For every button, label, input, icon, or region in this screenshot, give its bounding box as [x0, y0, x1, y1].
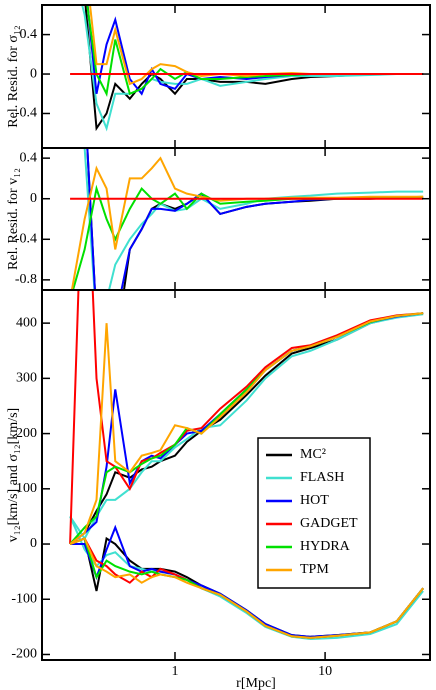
y-tick-label: -0.8 [15, 272, 37, 287]
y-tick-label: 0 [30, 191, 37, 206]
y-tick-label: 0.4 [20, 27, 38, 42]
y-tick-label: 0 [30, 66, 37, 81]
legend-label: FLASH [300, 470, 344, 485]
y-tick-label: 0 [30, 536, 37, 551]
y-tick-label: 100 [16, 481, 37, 496]
y-tick-label: 300 [16, 371, 37, 386]
series-line [81, 5, 424, 132]
y-axis-label: v₁₂[km/s] and σ₁₂[km/s] [6, 408, 21, 542]
legend-box [257, 437, 371, 589]
series-line [86, 5, 424, 96]
y-axis-label: Rel. Resid. for v₁₂ [6, 168, 21, 270]
sigma-line [69, 312, 424, 545]
legend-label: TPM [300, 562, 329, 577]
y-tick-label: 200 [16, 426, 37, 441]
y-tick-label: 400 [16, 315, 37, 330]
plot-area [69, 290, 424, 641]
legend-label: MC² [300, 447, 326, 462]
plot-area [70, 148, 424, 290]
x-axis-label: r[Mpc] [236, 676, 276, 690]
panel-frame [41, 147, 431, 291]
legend-label: HYDRA [300, 539, 351, 554]
panel-frame [41, 289, 431, 661]
series-line [70, 156, 424, 290]
sigma-line [69, 290, 424, 545]
series-line [84, 5, 424, 132]
legend-label: GADGET [300, 516, 358, 531]
y-tick-label: 0.4 [20, 150, 38, 165]
y-tick-label: -200 [11, 647, 37, 662]
x-tick-label: 1 [171, 664, 178, 679]
y-tick-label: -100 [11, 591, 37, 606]
legend-label: HOT [300, 493, 329, 508]
x-tick-label: 10 [318, 664, 332, 679]
v-line [69, 537, 424, 639]
sigma-line [69, 313, 424, 541]
y-axis-label: Rel. Resid. for σ₁₂ [6, 25, 21, 128]
plot-area [70, 5, 424, 132]
y-tick-label: -0.4 [15, 106, 37, 121]
y-tick-label: -0.4 [15, 232, 37, 247]
